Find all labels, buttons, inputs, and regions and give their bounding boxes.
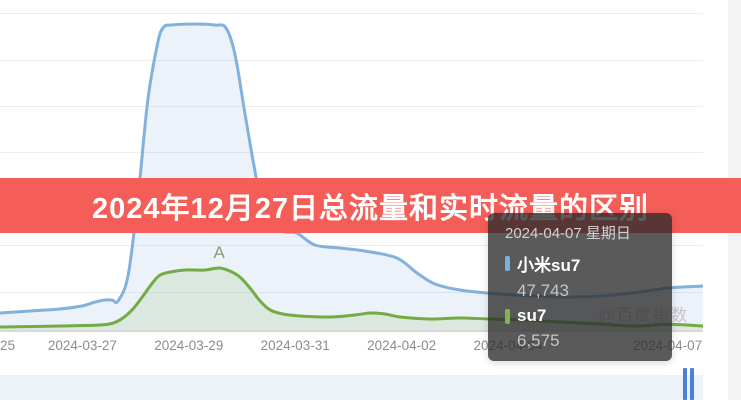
series-lines [0, 22, 703, 330]
tooltip-series-value: 47,743 [517, 281, 569, 300]
series-marker-icon [505, 256, 510, 271]
chart-tooltip: 2024-04-07 星期日 小米su7 47,743 su7 6,575 [488, 213, 672, 361]
mark-point-a: A [213, 242, 225, 262]
series-marker-icon [505, 308, 510, 324]
datazoom-handle-bar[interactable] [683, 368, 687, 400]
x-axis-line [0, 330, 703, 332]
gridline [0, 245, 703, 246]
datazoom-handle-bar[interactable] [690, 368, 694, 400]
chart-plot-area[interactable]: @百度指数 A [0, 0, 703, 400]
x-tick-label: 2024-03-29 [154, 338, 224, 353]
gridline [0, 106, 703, 107]
gridline [0, 60, 703, 61]
gridline [0, 13, 703, 14]
datazoom-strip[interactable] [0, 375, 703, 400]
gridline [0, 292, 703, 293]
tooltip-series-name: su7 [517, 306, 547, 325]
tooltip-row: 小米su7 [505, 251, 672, 276]
tooltip-date: 2024-04-07 星期日 [505, 225, 631, 242]
tooltip-series-value: 6,575 [517, 331, 560, 350]
tooltip-series-name: 小米su7 [517, 256, 581, 275]
x-tick-label: 2024-04-02 [367, 338, 437, 353]
x-tick-label: 2024-03-31 [260, 338, 330, 353]
tooltip-row: su7 [505, 306, 672, 326]
gridline [0, 152, 703, 153]
x-tick-label: 2024-03-27 [47, 338, 117, 353]
x-tick-label: 25 [0, 338, 16, 353]
